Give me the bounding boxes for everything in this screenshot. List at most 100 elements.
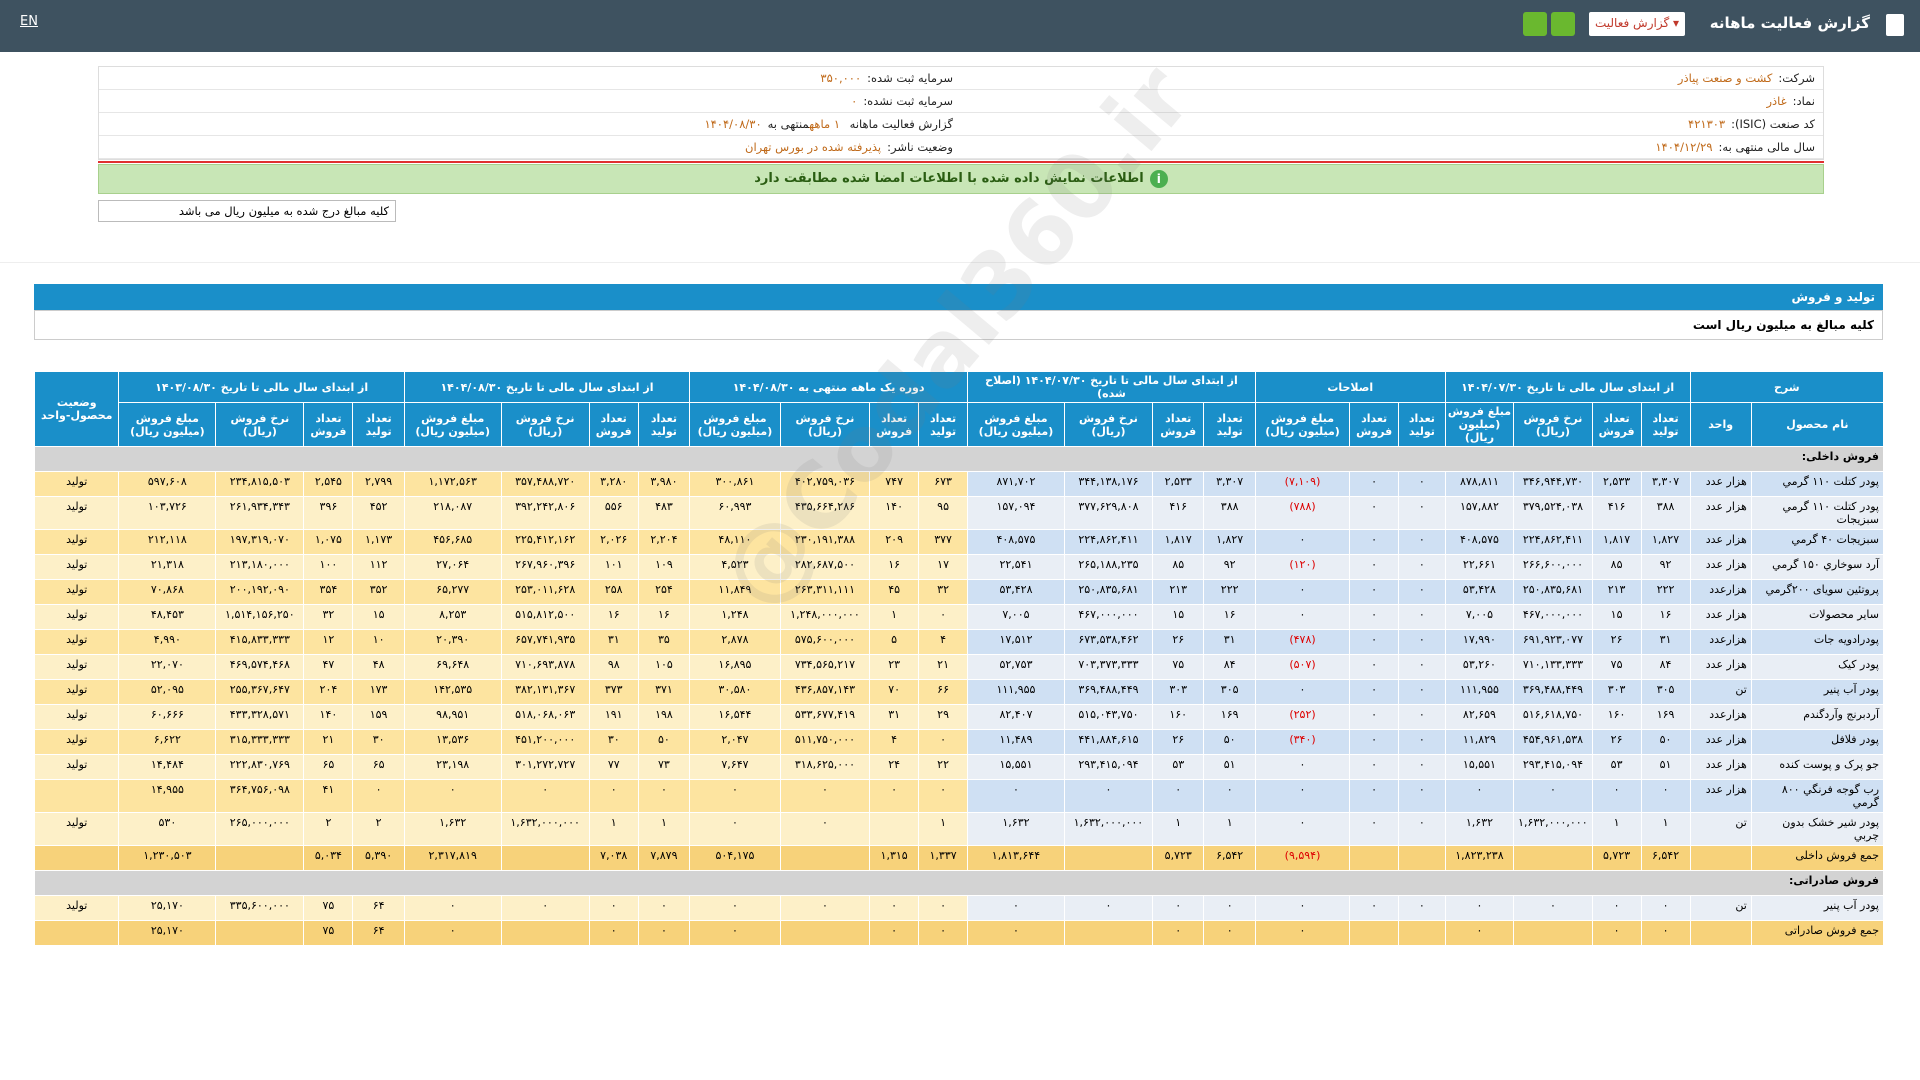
column-header: تعداد تولید bbox=[352, 402, 405, 447]
cell: ۰ bbox=[1349, 529, 1400, 555]
cell: ۲۲۲,۸۳۰,۷۶۹ bbox=[215, 754, 305, 780]
product-name: جمع فروش داخلی bbox=[1750, 845, 1885, 871]
cell: ۵۳ bbox=[1152, 754, 1205, 780]
cell: ۴۳۳,۳۲۸,۵۷۱ bbox=[215, 704, 305, 730]
cell: ۰ bbox=[1254, 604, 1351, 630]
data-row: پودر کتلت ۱۱۰ گرمي هزار عدد ۳,۳۰۷ ۲,۵۳۳ ۳۴۶,… bbox=[33, 471, 1885, 497]
cell: ۱ bbox=[869, 604, 920, 630]
cell: ۸,۲۵۳ bbox=[403, 604, 502, 630]
cell: ۰ bbox=[869, 779, 920, 813]
cell: ۴۵۴,۹۶۱,۵۳۸ bbox=[1513, 729, 1593, 755]
cell: ۲۵۰,۸۳۵,۶۸۱ bbox=[1513, 579, 1593, 605]
group-header: از ابتدای سال مالی تا تاریخ ۱۴۰۴/۰۷/۳۰ bbox=[1444, 371, 1691, 403]
cell: ۱,۳۳۷ bbox=[918, 845, 969, 871]
cell: ۷۱۰,۱۳۳,۳۳۳ bbox=[1513, 654, 1593, 680]
cell: ۳۵۴ bbox=[303, 579, 354, 605]
cell: تن bbox=[1689, 812, 1752, 846]
cell: ۰ bbox=[1254, 579, 1351, 605]
cell: ۴۱۶ bbox=[1591, 496, 1642, 530]
cell: ۵۱۶,۶۱۸,۷۵۰ bbox=[1513, 704, 1593, 730]
cell: ۱۷,۵۱۲ bbox=[967, 629, 1065, 655]
cell: ۰ bbox=[1254, 779, 1351, 813]
cell: ۳۰۵ bbox=[1640, 679, 1691, 705]
cell: ۳۶۴,۷۵۶,۰۹۸ bbox=[215, 779, 305, 813]
cell: ۰ bbox=[1349, 579, 1400, 605]
cell: ۲۶ bbox=[1591, 629, 1642, 655]
cell: ۴۱۵,۸۳۳,۳۳۳ bbox=[215, 629, 305, 655]
cell: ۱۶۹ bbox=[1203, 704, 1256, 730]
cell: (۲۵۲) bbox=[1254, 704, 1351, 730]
cell: ۷۳۴,۵۶۵,۲۱۷ bbox=[779, 654, 871, 680]
cell: ۲۵۳,۰۱۱,۶۲۸ bbox=[500, 579, 590, 605]
cell: ۷۵ bbox=[303, 895, 354, 921]
cell: ۰ bbox=[1640, 920, 1691, 946]
cell: ۴۸۳ bbox=[637, 496, 691, 530]
data-row: سایر محصولات هزار عدد ۱۶ ۱۵ ۴۶۷,۰۰۰,۰۰۰ ۷,۰۰۵… bbox=[33, 604, 1885, 630]
report-type: گزارش فعالیت bbox=[1594, 16, 1670, 30]
cell: ۱۶ bbox=[1640, 604, 1691, 630]
cell: ۰ bbox=[1349, 704, 1400, 730]
cell: ۱,۸۱۷ bbox=[1591, 529, 1642, 555]
label: وضعیت ناشر: bbox=[887, 140, 953, 154]
cell: ۵۳,۴۲۸ bbox=[1444, 579, 1515, 605]
cell: ۰ bbox=[1398, 604, 1446, 630]
cell: ۱۱۱,۹۵۵ bbox=[967, 679, 1065, 705]
cell: ۱,۶۳۲,۰۰۰,۰۰۰ bbox=[500, 812, 590, 846]
report-dropdown[interactable]: ▾ گزارش فعالیت bbox=[1589, 12, 1685, 36]
cell: ۰ bbox=[918, 604, 969, 630]
cell: ۶۵۷,۷۴۱,۹۳۵ bbox=[500, 629, 590, 655]
cell: ۹۸,۹۵۱ bbox=[403, 704, 502, 730]
cell: ۲۲۲ bbox=[1203, 579, 1256, 605]
cell: ۲۰۴ bbox=[303, 679, 354, 705]
cell: ۵۰ bbox=[1640, 729, 1691, 755]
cell: هزارعدد bbox=[1689, 704, 1752, 730]
cell: ۴۷ bbox=[303, 654, 354, 680]
language-link[interactable]: EN bbox=[20, 14, 38, 29]
cell: ۱۱,۸۲۹ bbox=[1444, 729, 1515, 755]
group-header: از ابتدای سال مالی تا تاریخ ۱۴۰۴/۰۸/۳۰ bbox=[403, 371, 691, 403]
product-name: پودر کتلت ۱۱۰ گرمي سبزیجات bbox=[1750, 496, 1885, 530]
cell: ۴,۹۹۰ bbox=[118, 629, 217, 655]
cell: ۰ bbox=[1152, 895, 1205, 921]
cell: ۲۳,۱۹۸ bbox=[403, 754, 502, 780]
cell: ۵ bbox=[869, 629, 920, 655]
cell: ۵,۳۹۰ bbox=[352, 845, 405, 871]
cell: ۱,۸۲۷ bbox=[1640, 529, 1691, 555]
cell: ۱۶۰ bbox=[1591, 704, 1642, 730]
column-header: مبلغ فروش (میلیون ریال) bbox=[967, 402, 1065, 447]
cell: ۳۱ bbox=[1203, 629, 1256, 655]
cell: (۱۲۰) bbox=[1254, 554, 1351, 580]
cell: ۷,۸۷۹ bbox=[637, 845, 691, 871]
cell: ۲۵۸ bbox=[588, 579, 639, 605]
column-header: واحد bbox=[1689, 402, 1752, 447]
next-button[interactable] bbox=[1551, 12, 1575, 36]
data-row: پودرادویه جات هزارعدد ۳۱ ۲۶ ۶۹۱,۹۲۳,۰۷۷ ۱۷,۹۹… bbox=[33, 629, 1885, 655]
cell: ۱۱,۸۴۹ bbox=[689, 579, 781, 605]
cell bbox=[33, 920, 120, 946]
cell: ۰ bbox=[500, 895, 590, 921]
cell: ۰ bbox=[1152, 920, 1205, 946]
cell: ۱۰۱ bbox=[588, 554, 639, 580]
cell: ۲۱۳ bbox=[1591, 579, 1642, 605]
cell: (۵۰۷) bbox=[1254, 654, 1351, 680]
product-name: پودر شیر خشک بدون چربي bbox=[1750, 812, 1885, 846]
divider bbox=[98, 161, 1824, 163]
value: ۳۵۰,۰۰۰ bbox=[820, 71, 862, 85]
prev-button[interactable] bbox=[1523, 12, 1547, 36]
data-row: پودر فلافل هزار عدد ۵۰ ۲۶ ۴۵۴,۹۶۱,۵۳۸ ۱۱,۸۲۹ ۰… bbox=[33, 729, 1885, 755]
cell: ۳۵۲ bbox=[352, 579, 405, 605]
cell: ۳۶۹,۴۸۸,۴۴۹ bbox=[1513, 679, 1593, 705]
cell bbox=[779, 920, 871, 946]
column-header: تعداد فروش bbox=[1591, 402, 1642, 447]
cell: ۲۱۲,۱۱۸ bbox=[118, 529, 217, 555]
cell: ۶۷۳ bbox=[918, 471, 969, 497]
cell: ۴۸ bbox=[352, 654, 405, 680]
cell: ۳۰,۵۸۰ bbox=[689, 679, 781, 705]
cell: ۲۱ bbox=[918, 654, 969, 680]
cell: ۰ bbox=[1349, 679, 1400, 705]
cell: ۵۱ bbox=[1203, 754, 1256, 780]
cell: ۸۲,۴۰۷ bbox=[967, 704, 1065, 730]
cell: ۲,۸۷۸ bbox=[689, 629, 781, 655]
cell: ۲,۵۴۵ bbox=[303, 471, 354, 497]
cell: ۰ bbox=[403, 779, 502, 813]
